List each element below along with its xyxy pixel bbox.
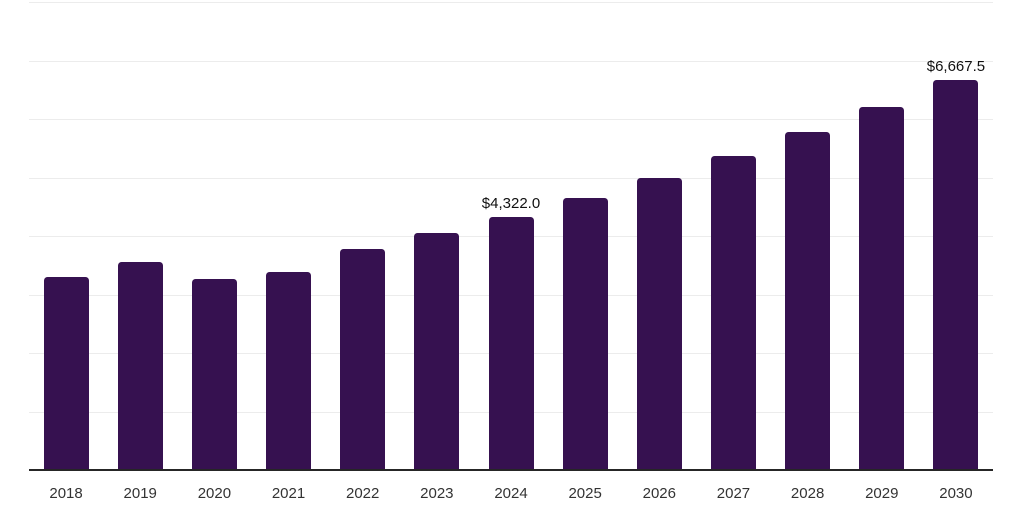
- gridline: [29, 119, 993, 120]
- bar-2025: [562, 197, 608, 470]
- gridline: [29, 2, 993, 3]
- x-tick-label-2024: 2024: [494, 485, 528, 502]
- x-tick-label-2019: 2019: [123, 485, 157, 502]
- x-tick-label-2027: 2027: [716, 485, 751, 502]
- gridline: [29, 177, 993, 179]
- bar-2023: [414, 233, 460, 470]
- bar-2027: [710, 155, 756, 470]
- x-tick-label-2026: 2026: [642, 485, 676, 502]
- x-tick-label-2020: 2020: [197, 485, 232, 502]
- bar-2019: [117, 262, 163, 470]
- gridline: [29, 60, 993, 62]
- x-tick-label-2018: 2018: [49, 485, 83, 502]
- bar-2029: [859, 107, 905, 470]
- x-tick-label-2028: 2028: [790, 485, 825, 502]
- bar-2022: [340, 248, 386, 470]
- x-axis-line: [29, 469, 993, 471]
- x-tick-label-2022: 2022: [346, 485, 380, 502]
- bar-2030: [933, 79, 979, 470]
- plot-area: $4,322.0 $6,667.5 2018 2019 2020 2021 2022 202…: [29, 0, 993, 502]
- bar-2021: [266, 272, 312, 470]
- x-tick-label-2030: 2030: [939, 485, 973, 502]
- bar-2028: [785, 132, 831, 470]
- bar-value-label-2024: $4,322.0: [481, 195, 541, 213]
- x-tick-label-2021: 2021: [271, 485, 306, 502]
- bar-2018: [43, 276, 89, 470]
- bar-value-label-2030: $6,667.5: [926, 57, 986, 75]
- x-tick-label-2029: 2029: [865, 485, 899, 502]
- bar-2026: [636, 178, 682, 470]
- bar-2020: [191, 279, 237, 470]
- x-tick-label-2025: 2025: [568, 485, 602, 502]
- x-tick-label-2023: 2023: [420, 485, 454, 502]
- bar-2024: [488, 217, 534, 470]
